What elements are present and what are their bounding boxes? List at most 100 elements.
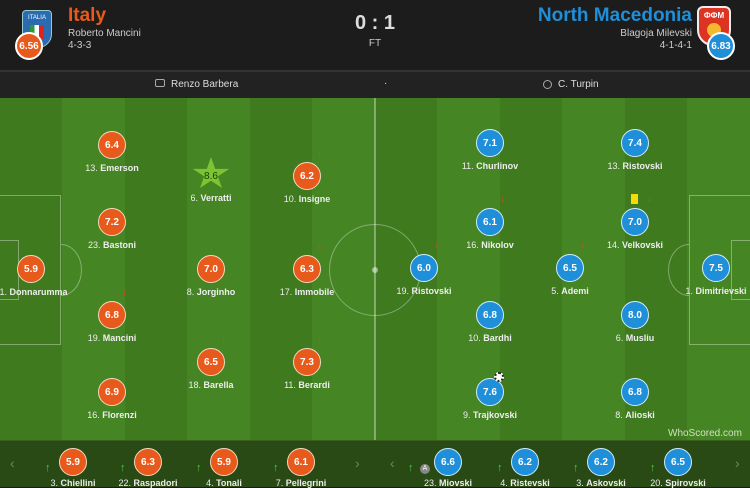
player-away[interactable]: 6.1 16. Nikolov ↓ xyxy=(440,194,540,250)
player-name: Mancini xyxy=(102,333,137,343)
home-team-name[interactable]: Italy xyxy=(68,5,107,26)
player-rating: 8.0 xyxy=(621,301,649,329)
player-rating: 6.1 xyxy=(476,208,504,236)
player-name: Askovski xyxy=(586,478,626,488)
player-name: Chiellini xyxy=(60,478,96,488)
player-away[interactable]: 8.0 6. Musliu xyxy=(585,301,685,343)
player-away[interactable]: 7.6 9. Trajkovski xyxy=(440,372,540,420)
substitute-player[interactable]: 5.9 3. Chiellini ↑ xyxy=(23,448,123,488)
player-rating: 6.8 xyxy=(98,301,126,329)
subbed-off-arrow-icon: ↓ xyxy=(317,241,322,252)
player-name: Verratti xyxy=(200,193,232,203)
player-away[interactable]: 7.4 13. Ristovski xyxy=(585,129,685,171)
player-home[interactable]: 6.3 17. Immobile ↓ xyxy=(257,241,357,297)
player-name: Bardhi xyxy=(483,333,512,343)
man-of-the-match-star-icon: 8.6 xyxy=(192,157,230,188)
player-rating: 7.5 xyxy=(702,254,730,282)
player-number: 5. xyxy=(551,286,559,296)
player-away[interactable]: 6.8 10. Bardhi xyxy=(440,301,540,343)
away-penalty-box xyxy=(689,195,750,345)
player-home[interactable]: 8.6 6. Verratti xyxy=(161,157,261,203)
player-away[interactable]: 7.1 11. Churlinov xyxy=(440,129,540,171)
player-home[interactable]: 7.2 23. Bastoni xyxy=(62,208,162,250)
player-rating: 6.4 xyxy=(98,131,126,159)
substitute-player[interactable]: 6.3 22. Raspadori ↑ xyxy=(98,448,198,488)
player-number: 6. xyxy=(615,333,624,343)
subbed-off-arrow-icon: ↓ xyxy=(500,194,505,205)
substitute-player[interactable]: 6.1 7. Pellegrini ↑ xyxy=(251,448,351,488)
player-away[interactable]: 7.5 1. Dimitrievski xyxy=(666,254,750,296)
substitute-player[interactable]: 6.2 4. Ristevski ↑ xyxy=(475,448,575,488)
player-name: Donnarumma xyxy=(9,287,68,297)
substitute-player[interactable]: 6.5 20. Spirovski ↑ xyxy=(628,448,728,488)
player-rating: 5.9 xyxy=(59,448,87,476)
player-number: 10. xyxy=(283,194,297,204)
subbed-on-arrow-icon: ↑ xyxy=(273,462,279,474)
subbed-off-arrow-icon: ↓ xyxy=(647,194,652,205)
assist-icon: A xyxy=(420,464,430,474)
player-rating: 6.5 xyxy=(197,348,225,376)
player-home[interactable]: 6.9 16. Florenzi xyxy=(62,378,162,420)
stadium-icon xyxy=(155,79,165,87)
player-number: 13. xyxy=(85,163,98,173)
home-formation: 4-3-3 xyxy=(68,40,92,51)
player-number: 16. xyxy=(466,240,479,250)
home-team-rating: 6.56 xyxy=(15,32,43,60)
player-away[interactable]: 6.5 5. Ademi ↓ xyxy=(520,240,620,296)
player-number: 3. xyxy=(576,478,584,488)
player-home[interactable]: 7.3 11. Berardi ↓ xyxy=(257,334,357,390)
player-home[interactable]: 5.9 21. Donnarumma xyxy=(0,255,81,297)
goal-ball-icon xyxy=(494,372,504,382)
player-number: 10. xyxy=(468,333,481,343)
player-number: 4. xyxy=(206,478,214,488)
home-subs-prev-button[interactable]: ‹ xyxy=(10,455,15,471)
substitute-player[interactable]: 6.6 23. Miovski ↑ A xyxy=(398,448,498,488)
away-formation: 4-1-4-1 xyxy=(659,40,692,51)
player-number: 21. xyxy=(0,287,7,297)
player-away[interactable]: 7.0 14. Velkovski ↓ xyxy=(585,194,685,250)
player-name: Churlinov xyxy=(476,161,519,171)
player-home[interactable]: 6.5 18. Barella ↓ xyxy=(161,334,261,390)
away-subs-next-button[interactable]: › xyxy=(735,455,740,471)
player-name: Berardi xyxy=(298,380,330,390)
whistle-icon xyxy=(543,80,552,89)
subbed-off-arrow-icon: ↓ xyxy=(221,334,226,345)
player-rating: 8.6 xyxy=(204,170,218,182)
player-number: 13. xyxy=(607,161,620,171)
away-subs-prev-button[interactable]: ‹ xyxy=(390,455,395,471)
player-rating: 6.2 xyxy=(293,162,321,190)
substitute-player[interactable]: 6.2 3. Askovski ↑ xyxy=(551,448,651,488)
player-rating: 6.8 xyxy=(476,301,504,329)
player-home[interactable]: 6.4 13. Emerson xyxy=(62,131,162,173)
subbed-off-arrow-icon: ↓ xyxy=(580,240,585,251)
player-rating: 6.2 xyxy=(511,448,539,476)
player-home[interactable]: 7.0 8. Jorginho xyxy=(161,255,261,297)
player-number: 20. xyxy=(650,478,663,488)
player-number: 11. xyxy=(461,161,474,171)
home-subs-next-button[interactable]: › xyxy=(355,455,360,471)
subbed-on-arrow-icon: ↑ xyxy=(408,462,414,474)
player-rating: 7.3 xyxy=(293,348,321,376)
substitute-player[interactable]: 5.9 4. Tonali ↑ xyxy=(174,448,274,488)
subbed-off-arrow-icon: ↓ xyxy=(434,240,439,251)
player-rating: 7.1 xyxy=(476,129,504,157)
player-number: 19. xyxy=(87,333,101,343)
separator: · xyxy=(384,78,388,89)
player-away[interactable]: 6.0 19. Ristovski ↓ xyxy=(374,240,474,296)
player-number: 22. xyxy=(118,478,131,488)
player-away[interactable]: 6.8 8. Alioski xyxy=(585,378,685,420)
player-home[interactable]: 6.2 10. Insigne ↓ xyxy=(257,148,357,204)
player-name: Bastoni xyxy=(103,240,137,250)
away-team-rating: 6.83 xyxy=(707,32,735,60)
player-name: Dimitrievski xyxy=(695,286,747,296)
subbed-on-arrow-icon: ↑ xyxy=(120,462,126,474)
match-status: FT xyxy=(368,38,382,49)
player-name: Ristevski xyxy=(510,478,550,488)
player-number: 23. xyxy=(87,240,101,250)
player-number: 18. xyxy=(188,380,201,390)
substitutes-bar: ‹ › ‹ › 5.9 3. Chiellini ↑ 6.3 22. Raspadori… xyxy=(0,440,750,488)
player-number: 7. xyxy=(275,478,284,488)
away-team-name[interactable]: North Macedonia xyxy=(537,5,692,26)
player-home[interactable]: 6.8 19. Mancini ↓ xyxy=(62,287,162,343)
player-name: Alioski xyxy=(625,410,655,420)
